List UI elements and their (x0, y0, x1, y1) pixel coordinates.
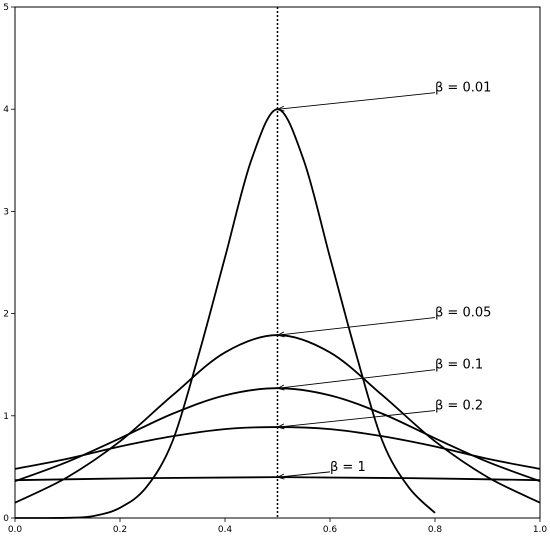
annotation-arrow (279, 369, 436, 389)
annotation-arrow (279, 92, 436, 109)
x-tick-label: 0.8 (428, 525, 443, 535)
x-tick-label: 0.6 (323, 525, 338, 535)
y-tick-label: 3 (3, 207, 9, 217)
annotation-label: β = 1 (330, 460, 366, 475)
x-tick-label: 0.4 (218, 525, 233, 535)
x-tick-label: 0.2 (113, 525, 127, 535)
annotation-label: β = 0.05 (435, 306, 491, 321)
curves (14, 108, 541, 519)
y-tick-label: 1 (3, 412, 9, 422)
axis-ticks: 0.0 0.2 0.4 0.6 0.8 1.0 0 1 2 3 4 5 (3, 3, 547, 535)
annotation-arrow (279, 317, 436, 336)
x-tick-label: 0.0 (8, 525, 23, 535)
annotations: β = 0.01 β = 0.05 β = 0.1 β = 0.2 β = 1 (279, 81, 491, 477)
curve-beta-1 (14, 476, 541, 482)
annotation-label: β = 0.2 (435, 399, 483, 414)
y-tick-label: 0 (3, 514, 9, 524)
x-tick-label: 1.0 (533, 525, 548, 535)
annotation-arrow (279, 471, 331, 477)
y-tick-label: 2 (3, 310, 9, 320)
y-tick-label: 4 (3, 105, 9, 115)
y-tick-label: 5 (3, 3, 9, 13)
curve-beta-0_2 (14, 426, 541, 470)
annotation-label: β = 0.01 (435, 81, 491, 96)
annotation-arrow (279, 410, 436, 427)
curve-beta-0_01 (14, 108, 436, 519)
curve-beta-0_1 (14, 387, 541, 483)
annotation-label: β = 0.1 (435, 358, 483, 373)
